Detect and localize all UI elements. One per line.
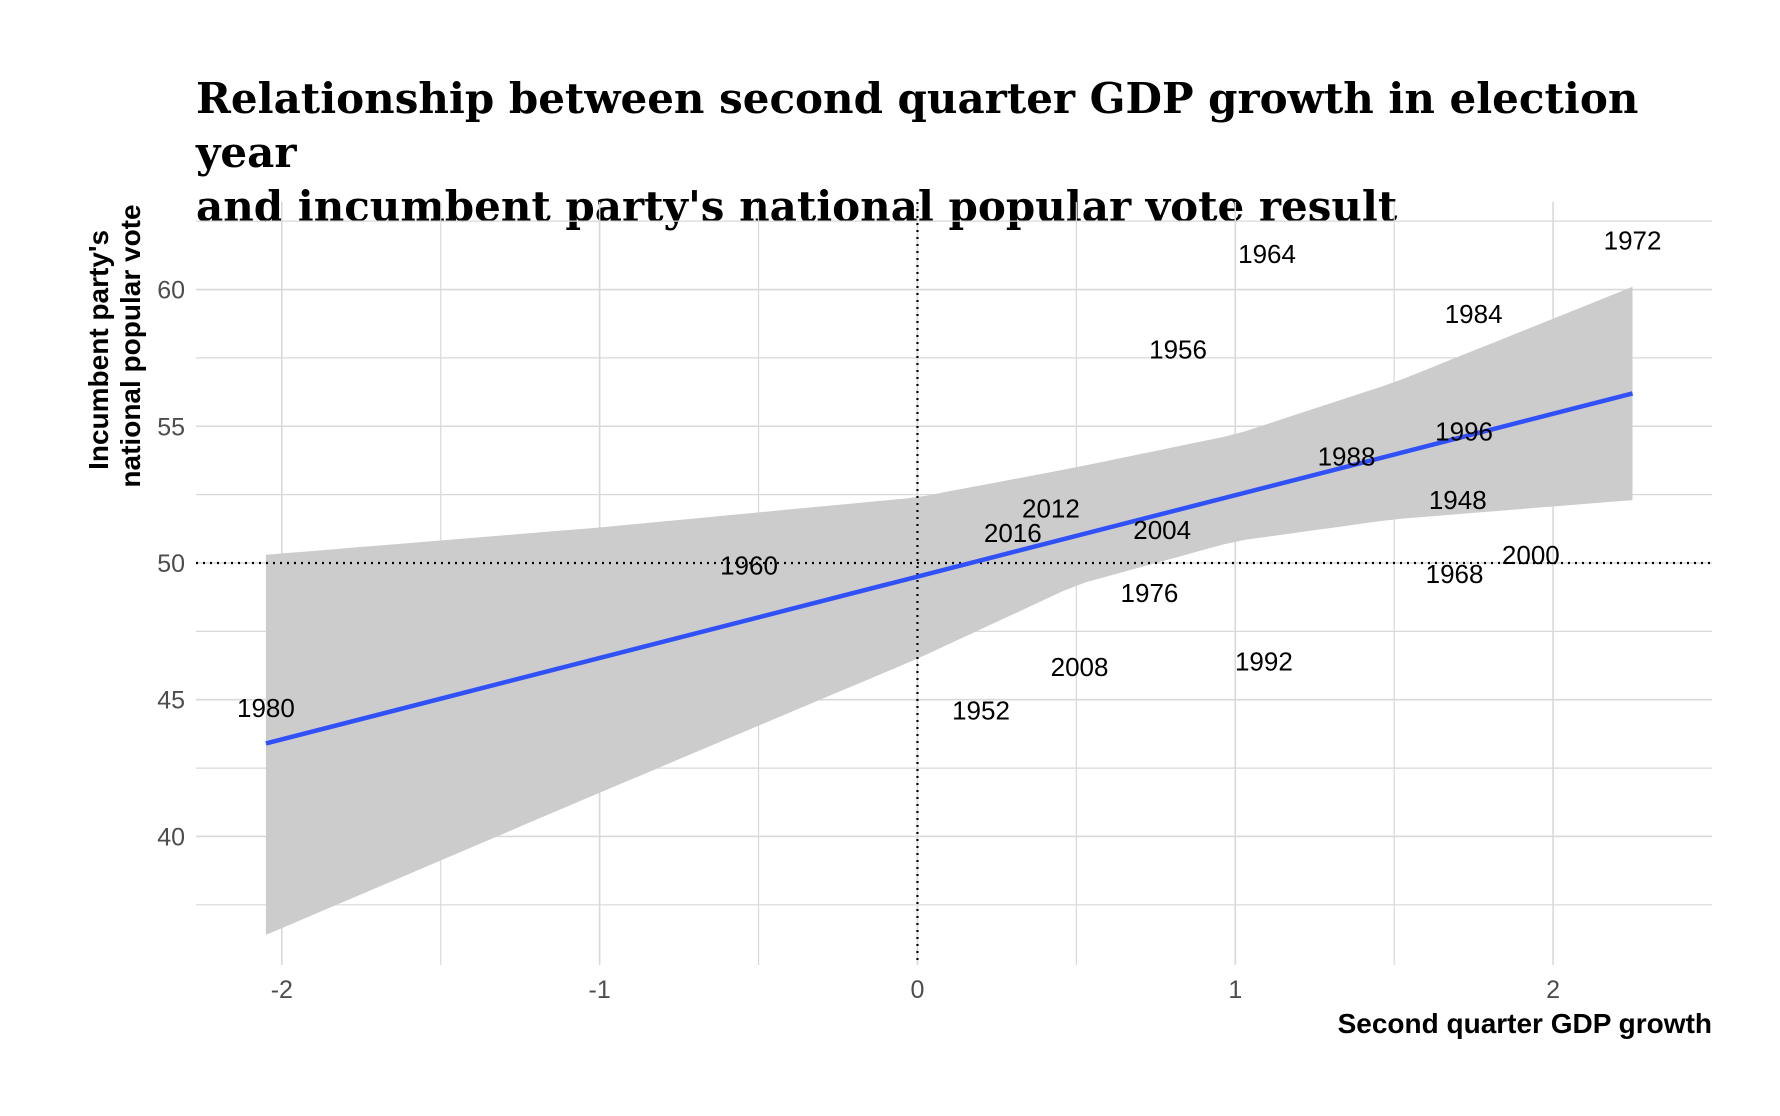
point-label: 1988 (1318, 441, 1376, 471)
y-tick-label: 55 (157, 413, 185, 441)
fit-line (265, 391, 1634, 746)
point-label: 2012 (1022, 493, 1080, 523)
point-label: 1964 (1238, 239, 1296, 269)
chart-title: Relationship between second quarter GDP … (196, 72, 1736, 234)
x-tick-label: -2 (271, 976, 293, 1004)
reference-lines (196, 202, 1712, 965)
y-axis-title: Incumbent party's national popular vote (83, 204, 146, 487)
x-tick-label: 1 (1228, 976, 1242, 1004)
point-label: 1980 (237, 693, 295, 723)
tick-labels: -2 -1 0 1 2 40 45 50 55 60 (157, 277, 1560, 1004)
fit-line-layer (265, 391, 1634, 746)
point-label: 1960 (720, 551, 778, 581)
x-tick-label: 2 (1546, 976, 1560, 1004)
confidence-band (265, 286, 1633, 935)
point-label: 2016 (984, 518, 1042, 548)
point-label: 1968 (1426, 559, 1484, 589)
y-axis-title-line-2: national popular vote (115, 204, 146, 487)
point-label: 1992 (1235, 646, 1293, 676)
chart-title-line-2: and incumbent party's national popular v… (196, 182, 1398, 231)
confidence-band-layer (265, 286, 1633, 935)
point-label: 1984 (1445, 299, 1503, 329)
y-tick-label: 50 (157, 550, 185, 578)
y-tick-label: 60 (157, 277, 185, 305)
point-label: 1948 (1429, 485, 1487, 515)
point-label: 1952 (952, 696, 1010, 726)
x-tick-label: -1 (589, 976, 611, 1004)
point-label: 2004 (1133, 515, 1191, 545)
point-label: 2000 (1502, 540, 1560, 570)
x-tick-label: 0 (910, 976, 924, 1004)
chart-title-line-1: Relationship between second quarter GDP … (196, 74, 1639, 177)
point-label: 1956 (1149, 335, 1207, 365)
y-tick-label: 45 (157, 687, 185, 715)
y-tick-label: 40 (157, 823, 185, 851)
point-label: 1976 (1121, 578, 1179, 608)
point-labels: 1948 1952 1956 1960 1964 1968 1972 1976 1980 1984… (237, 225, 1661, 725)
point-label: 2008 (1051, 652, 1109, 682)
x-axis-title: Second quarter GDP growth (1338, 1008, 1712, 1039)
y-axis-title-line-1: Incumbent party's (83, 230, 114, 470)
point-label: 1996 (1435, 417, 1493, 447)
point-label: 1972 (1604, 225, 1662, 255)
